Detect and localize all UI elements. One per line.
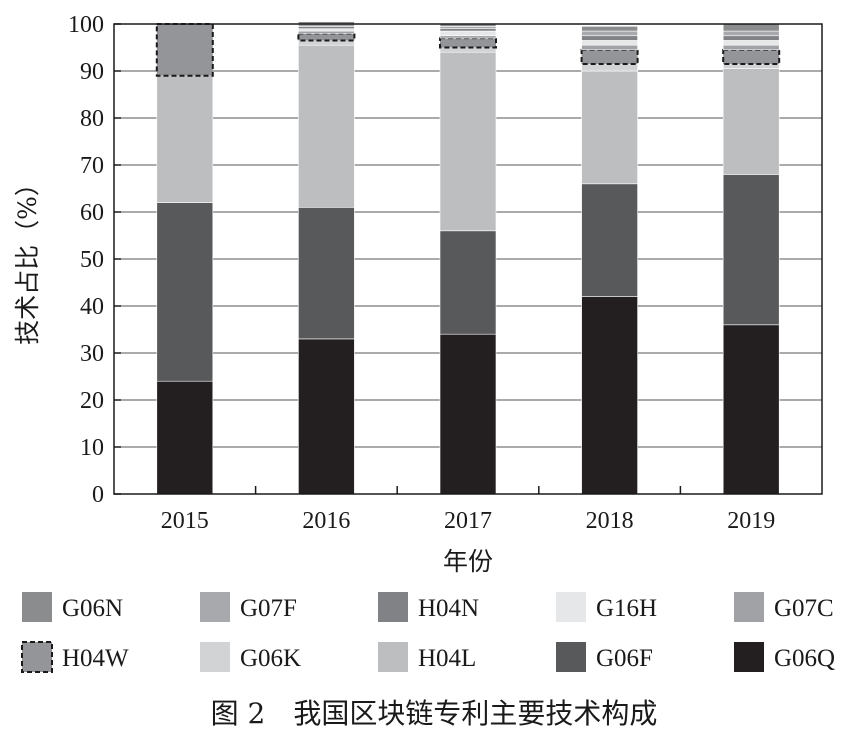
- bar-segment: [722, 30, 780, 37]
- bar-segment: [439, 51, 497, 232]
- legend-label: G06F: [596, 645, 653, 672]
- legend-label: G07C: [774, 595, 834, 622]
- bar-segment: [439, 26, 497, 30]
- legend-swatch: [200, 642, 230, 672]
- x-axis-title: 年份: [443, 547, 493, 576]
- y-tick-label: 60: [80, 200, 104, 226]
- y-tick-label: 10: [80, 435, 104, 461]
- bar-segment: [581, 63, 638, 72]
- bar-segment: [722, 23, 780, 32]
- bar-segment: [581, 40, 638, 46]
- legend-swatch: [734, 592, 764, 622]
- bar-segment: [722, 68, 780, 175]
- bar-segment: [581, 70, 638, 185]
- bar-segment: [298, 30, 355, 34]
- y-tick-label: 90: [80, 59, 104, 85]
- figure-caption: 图 2 我国区块链专利主要技术构成: [211, 697, 658, 730]
- bar-segment: [439, 37, 497, 49]
- legend-label: G06N: [62, 595, 123, 622]
- bar-segment: [298, 338, 355, 495]
- x-tick-label: 2015: [161, 508, 209, 534]
- bar-segment: [581, 26, 638, 32]
- bar-segment: [298, 44, 355, 208]
- bar-segment: [298, 207, 355, 340]
- bar-segment: [156, 380, 214, 495]
- bar-segment: [722, 174, 780, 326]
- legend-swatch: [556, 642, 586, 672]
- bar-segment: [581, 296, 638, 495]
- bar-segment: [439, 333, 497, 495]
- legend-swatch: [378, 592, 408, 622]
- x-tick-label: 2019: [727, 508, 775, 534]
- bar-segment: [439, 28, 497, 32]
- y-tick-label: 70: [80, 153, 104, 179]
- bar-segment: [439, 30, 497, 37]
- bar-segment: [581, 44, 638, 51]
- x-tick-label: 2016: [302, 508, 350, 534]
- bar-segment: [439, 230, 497, 335]
- bar-segment: [156, 75, 214, 203]
- x-tick-labels: 2015 2016 2017 2018 2019: [161, 508, 775, 534]
- y-tick-label: 40: [80, 294, 104, 320]
- legend-label: G06Q: [774, 645, 835, 672]
- y-tick-label: 100: [68, 12, 104, 38]
- legend-label: G06K: [240, 645, 301, 672]
- bar-segment: [722, 44, 780, 51]
- y-tick-label: 30: [80, 341, 104, 367]
- y-tick-label: 50: [80, 247, 104, 273]
- legend-swatch: [734, 642, 764, 672]
- legend-swatch: [200, 592, 230, 622]
- y-axis-title: 技术占比（%）: [13, 171, 42, 345]
- legend-label: H04N: [418, 595, 479, 622]
- x-tick-label: 2017: [444, 508, 492, 534]
- bar-segment: [298, 28, 355, 32]
- legend-label: G07F: [240, 595, 297, 622]
- bar-segment: [298, 26, 355, 30]
- bar-segment: [722, 48, 781, 65]
- bar-segment: [297, 32, 356, 42]
- legend-label: G16H: [596, 595, 657, 622]
- legend-swatch: [556, 592, 586, 622]
- y-tick-label: 0: [92, 482, 104, 508]
- bar-segment: [156, 202, 214, 382]
- legend-label: H04W: [62, 645, 129, 672]
- y-tick-label: 20: [80, 388, 104, 414]
- bar-segment: [580, 48, 639, 65]
- legend-swatch: [21, 641, 53, 673]
- legend-swatch: [378, 642, 408, 672]
- bar-segment: [722, 324, 780, 495]
- x-tick-label: 2018: [586, 508, 634, 534]
- bar-segment: [581, 35, 638, 41]
- bars: [155, 21, 781, 495]
- y-tick-labels: 0 10 20 30 40 50 60 70 80 90 100: [68, 12, 104, 508]
- legend-label: H04L: [418, 645, 476, 672]
- bar-segment: [722, 35, 780, 41]
- bar-segment: [439, 35, 497, 39]
- bar-segment: [581, 183, 638, 297]
- bar-segment: [155, 23, 214, 77]
- legend: G06N G07F H04N G16H G07C H04W G06K H04L G06F G06Q: [21, 592, 835, 673]
- bar-segment: [722, 40, 780, 46]
- axes: [113, 23, 823, 495]
- y-tick-label: 80: [80, 106, 104, 132]
- bar-segment: [581, 30, 638, 37]
- legend-swatch: [22, 592, 52, 622]
